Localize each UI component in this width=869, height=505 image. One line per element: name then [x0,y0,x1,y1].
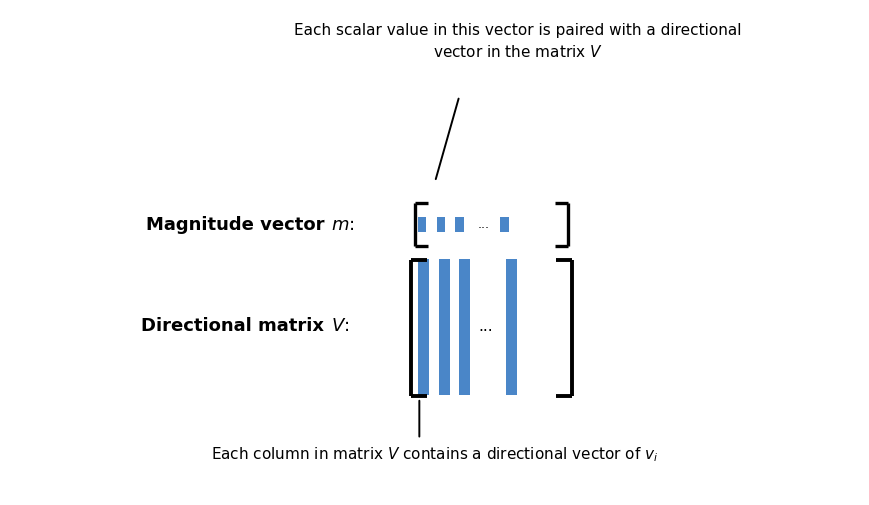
Bar [500,217,508,232]
Text: Each column in matrix $V$ contains a directional vector of $v_i$: Each column in matrix $V$ contains a dir… [211,445,658,464]
Bar [436,217,445,232]
Bar [506,259,517,395]
Text: ...: ... [477,218,489,231]
Bar [417,217,426,232]
Text: $m$:: $m$: [330,216,354,234]
Text: Each scalar value in this vector is paired with a directional
vector in the matr: Each scalar value in this vector is pair… [294,23,740,60]
Bar [459,259,470,395]
Bar [454,217,463,232]
Bar [417,259,429,395]
Bar [439,259,450,395]
Text: Directional matrix: Directional matrix [141,317,330,335]
Text: ...: ... [478,319,492,334]
Text: $V$:: $V$: [330,317,348,335]
Text: Magnitude vector: Magnitude vector [146,216,330,234]
